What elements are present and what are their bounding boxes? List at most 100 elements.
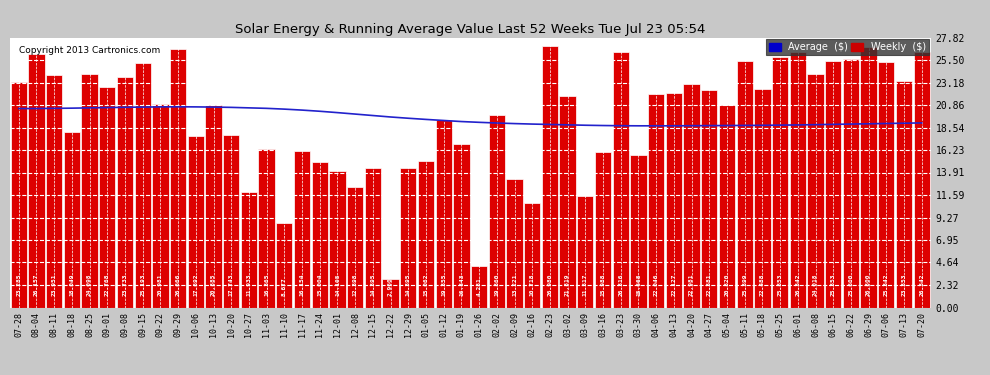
- Text: 25.342: 25.342: [884, 273, 889, 296]
- Text: 23.353: 23.353: [902, 273, 907, 296]
- Text: 22.768: 22.768: [105, 273, 110, 296]
- Bar: [436, 120, 451, 308]
- Bar: [63, 132, 80, 308]
- Text: 23.285: 23.285: [16, 273, 21, 296]
- Bar: [825, 62, 842, 308]
- Bar: [914, 52, 930, 308]
- Text: 23.951: 23.951: [51, 273, 56, 296]
- Text: 17.692: 17.692: [193, 273, 198, 296]
- Bar: [241, 192, 257, 308]
- Bar: [631, 156, 646, 308]
- Text: 24.098: 24.098: [87, 273, 92, 296]
- Bar: [364, 168, 381, 308]
- Bar: [878, 62, 895, 308]
- Bar: [648, 93, 664, 308]
- Bar: [258, 148, 275, 308]
- Bar: [276, 223, 292, 308]
- Text: 25.853: 25.853: [777, 273, 783, 296]
- Text: 26.980: 26.980: [547, 273, 552, 296]
- Bar: [790, 52, 806, 308]
- Bar: [683, 84, 700, 308]
- Text: 11.933: 11.933: [247, 273, 251, 296]
- Text: 26.342: 26.342: [920, 273, 925, 296]
- Text: 24.018: 24.018: [813, 273, 818, 296]
- Text: 15.062: 15.062: [424, 273, 429, 296]
- Text: 11.517: 11.517: [583, 273, 588, 296]
- Bar: [29, 54, 45, 307]
- Bar: [46, 75, 62, 307]
- Text: 18.049: 18.049: [69, 273, 74, 296]
- Text: 19.355: 19.355: [442, 273, 446, 296]
- Bar: [896, 81, 912, 308]
- Bar: [312, 162, 328, 308]
- Bar: [330, 171, 346, 308]
- Text: 22.046: 22.046: [653, 273, 658, 296]
- Text: 10.718: 10.718: [530, 273, 535, 296]
- Text: 16.843: 16.843: [459, 273, 464, 296]
- Text: 22.488: 22.488: [760, 273, 765, 296]
- Text: 15.004: 15.004: [317, 273, 323, 296]
- Text: 22.981: 22.981: [689, 273, 694, 296]
- Text: 22.381: 22.381: [707, 273, 712, 296]
- Bar: [506, 179, 523, 308]
- Bar: [542, 46, 558, 308]
- Bar: [99, 87, 116, 308]
- Text: 14.395: 14.395: [406, 273, 411, 296]
- Bar: [842, 59, 859, 308]
- Text: 23.733: 23.733: [123, 273, 128, 296]
- Text: 17.743: 17.743: [229, 273, 234, 296]
- Text: 16.365: 16.365: [264, 273, 269, 296]
- Text: 2.960: 2.960: [388, 277, 393, 296]
- Text: 26.800: 26.800: [866, 273, 871, 296]
- Bar: [471, 266, 487, 308]
- Text: 13.221: 13.221: [512, 273, 517, 296]
- Bar: [719, 105, 736, 308]
- Bar: [135, 63, 150, 308]
- Text: 26.157: 26.157: [34, 273, 39, 296]
- Text: 12.398: 12.398: [352, 273, 357, 296]
- Text: 20.885: 20.885: [211, 273, 216, 296]
- Text: 16.154: 16.154: [300, 273, 305, 296]
- Bar: [559, 96, 576, 308]
- Bar: [754, 89, 770, 308]
- Text: 19.860: 19.860: [494, 273, 499, 296]
- Bar: [11, 81, 27, 308]
- Bar: [772, 57, 788, 308]
- Text: 21.819: 21.819: [565, 273, 570, 296]
- Bar: [577, 196, 593, 308]
- Bar: [294, 151, 310, 308]
- Bar: [737, 61, 752, 308]
- Text: 4.281: 4.281: [476, 277, 481, 296]
- Text: 15.988: 15.988: [601, 273, 606, 296]
- Text: 14.105: 14.105: [335, 273, 340, 296]
- Text: 15.668: 15.668: [636, 273, 641, 296]
- Bar: [170, 49, 186, 308]
- Bar: [701, 90, 718, 308]
- Bar: [81, 74, 98, 308]
- Bar: [665, 93, 682, 308]
- Text: 26.342: 26.342: [795, 273, 800, 296]
- Bar: [595, 152, 611, 308]
- Bar: [860, 47, 877, 308]
- Text: 25.600: 25.600: [848, 273, 853, 296]
- Bar: [808, 74, 824, 307]
- Text: 25.399: 25.399: [742, 273, 747, 296]
- Text: 26.316: 26.316: [618, 273, 624, 296]
- Text: 8.677: 8.677: [282, 277, 287, 296]
- Bar: [347, 187, 363, 308]
- Bar: [382, 279, 399, 308]
- Title: Solar Energy & Running Average Value Last 52 Weeks Tue Jul 23 05:54: Solar Energy & Running Average Value Las…: [235, 23, 706, 36]
- Text: 20.981: 20.981: [157, 273, 163, 296]
- Bar: [453, 144, 469, 308]
- Text: 22.127: 22.127: [671, 273, 676, 296]
- Text: 25.193: 25.193: [141, 273, 146, 296]
- Bar: [188, 136, 204, 308]
- Bar: [418, 161, 435, 308]
- Text: 14.395: 14.395: [370, 273, 375, 296]
- Bar: [613, 52, 629, 308]
- Text: Copyright 2013 Cartronics.com: Copyright 2013 Cartronics.com: [19, 46, 160, 55]
- Bar: [400, 168, 417, 308]
- Bar: [223, 135, 240, 308]
- Text: 25.353: 25.353: [831, 273, 836, 296]
- Bar: [489, 115, 505, 308]
